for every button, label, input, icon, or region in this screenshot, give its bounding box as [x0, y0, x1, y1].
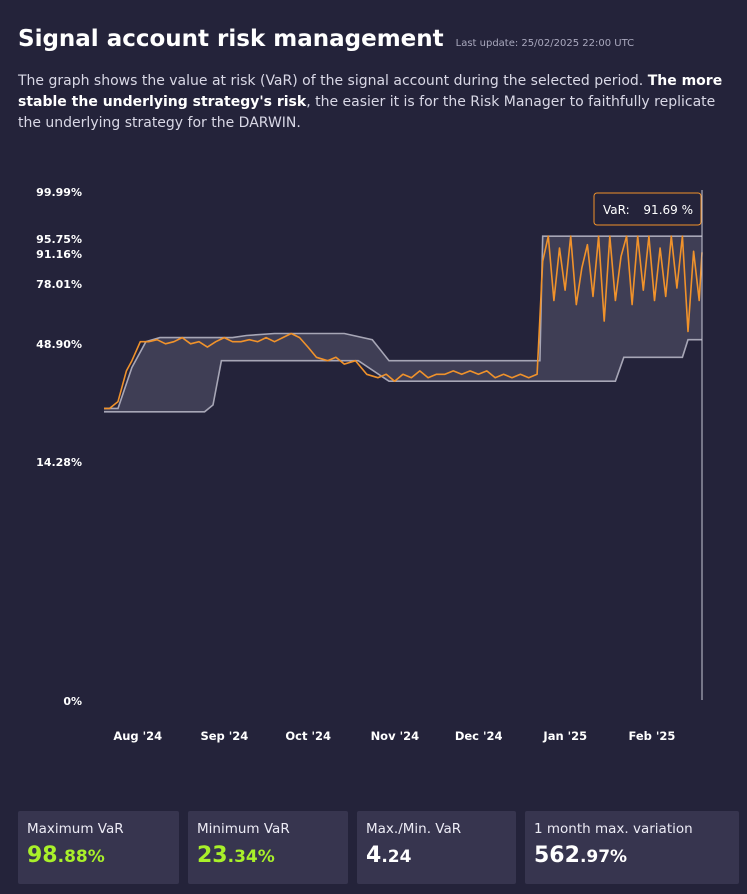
description-bold: The more stable the underlying strategy'… [18, 73, 723, 110]
y-tick-label: 91.16% [36, 248, 82, 261]
y-tick-label: 78.01% [36, 278, 82, 291]
last-update: Last update: 25/02/2025 22:00 UTC [455, 38, 635, 49]
y-tick-label: 99.99% [36, 186, 82, 199]
stats-row: Maximum VaR 98.88% Minimum VaR 23.34% Ma… [18, 811, 739, 884]
x-tick-label: Jan '25 [542, 729, 587, 743]
var-range-lower-line [104, 338, 702, 413]
x-tick-label: Oct '24 [285, 729, 331, 743]
description: The graph shows the value at risk (VaR) … [18, 71, 733, 134]
x-tick-label: Nov '24 [371, 729, 420, 743]
stat-value-int: 23 [197, 843, 228, 868]
stat-value-int: 562 [534, 843, 580, 868]
y-axis: 0% 14.28% 48.90% 78.01% 91.16% 95.75% 99.99% [36, 186, 82, 708]
x-tick-label: Dec '24 [455, 729, 503, 743]
var-series-line [104, 235, 703, 410]
var-range-upper-line [104, 235, 702, 410]
stat-value-dec: .24 [381, 847, 412, 867]
stat-value: 4.24 [366, 843, 507, 868]
y-tick-label: 48.90% [36, 338, 82, 351]
description-text-1: The graph shows the value at risk (VaR) … [18, 73, 648, 89]
y-tick-label: 14.28% [36, 456, 82, 469]
y-tick-label: 0% [63, 695, 82, 708]
x-tick-label: Aug '24 [113, 729, 162, 743]
x-tick-label: Feb '25 [628, 729, 675, 743]
tooltip-value: 91.69 % [643, 203, 693, 217]
x-tick-label: Sep '24 [200, 729, 248, 743]
title-row: Signal account risk management Last upda… [18, 26, 733, 52]
stat-label: 1 month max. variation [534, 821, 693, 837]
stat-card-month-variation: 1 month max. variation 562.97% [525, 811, 739, 884]
var-chart[interactable]: 0% 14.28% 48.90% 78.01% 91.16% 95.75% 99.99% A… [0, 180, 747, 755]
stat-value-dec: .34% [227, 847, 275, 867]
tooltip: VaR: 91.69 % [593, 192, 702, 226]
y-tick-label: 95.75% [36, 233, 82, 246]
x-axis: Aug '24 Sep '24 Oct '24 Nov '24 Dec '24 Jan '… [113, 729, 675, 743]
page-title: Signal account risk management [18, 26, 444, 52]
stat-value-dec: .97% [579, 847, 628, 867]
stat-card-min-var: Minimum VaR 23.34% [188, 811, 348, 884]
stat-value-int: 4 [366, 843, 382, 868]
stat-value: 23.34% [197, 843, 339, 868]
stat-value-int: 98 [27, 843, 58, 868]
header: Signal account risk management Last upda… [18, 26, 733, 134]
stat-card-max-var: Maximum VaR 98.88% [18, 811, 179, 884]
stat-value: 562.97% [534, 843, 730, 868]
stat-card-max-min-var: Max./Min. VaR 4.24 [357, 811, 516, 884]
stat-value: 98.88% [27, 843, 170, 868]
stat-label: Maximum VaR [27, 821, 124, 837]
stat-label: Max./Min. VaR [366, 821, 462, 837]
tooltip-label: VaR: [603, 203, 630, 217]
description-text-2: , the easier it is for the Risk Manager … [18, 94, 716, 131]
stat-label: Minimum VaR [197, 821, 290, 837]
stat-value-dec: .88% [57, 847, 105, 867]
tooltip-box [593, 192, 702, 226]
